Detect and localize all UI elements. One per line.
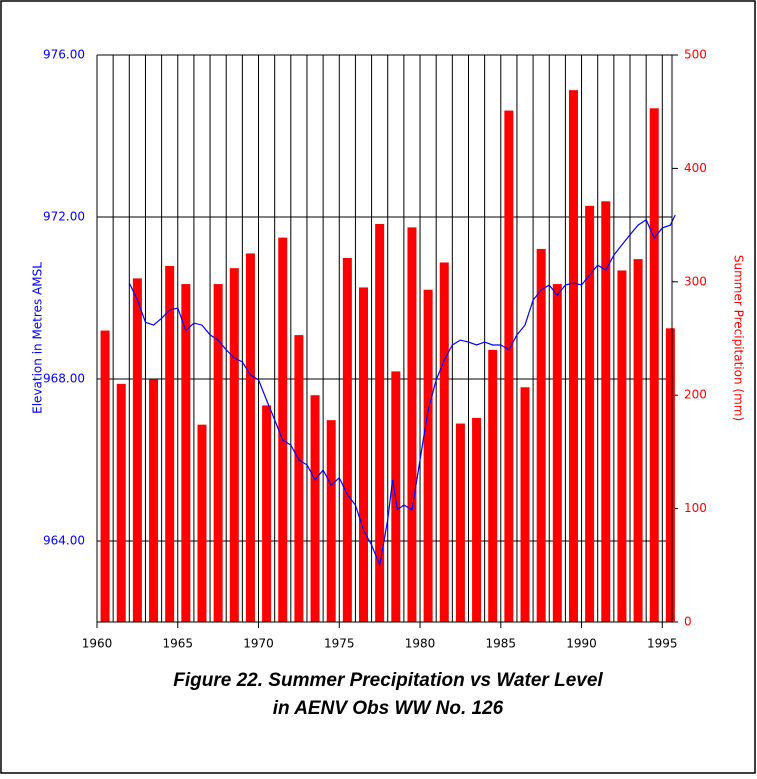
bar xyxy=(488,349,498,622)
x-tick-label: 1965 xyxy=(162,637,193,651)
x-tick-label: 1980 xyxy=(405,637,436,651)
bar xyxy=(633,259,643,622)
x-tick-label: 1990 xyxy=(566,637,597,651)
bar xyxy=(423,289,433,622)
x-tick-label: 1985 xyxy=(486,637,517,651)
bar xyxy=(294,335,304,622)
bar xyxy=(229,268,239,622)
bar xyxy=(568,90,578,623)
x-tick-label: 1975 xyxy=(324,637,355,651)
bar xyxy=(278,237,288,622)
y2-tick-label: 0 xyxy=(684,615,692,629)
y2-axis-label: Summer Precipitation (mm) xyxy=(732,255,746,421)
bar xyxy=(165,265,175,622)
bar xyxy=(520,387,530,622)
bar xyxy=(359,287,369,622)
bar xyxy=(326,420,336,622)
y2-tick-label: 100 xyxy=(684,501,707,515)
bar xyxy=(197,424,207,622)
bar xyxy=(552,284,562,622)
line xyxy=(128,214,676,568)
bar xyxy=(439,262,449,622)
y2-tick-label: 500 xyxy=(684,48,707,62)
chart-title: in AENV Obs WW No. 126 xyxy=(273,698,504,719)
bar xyxy=(504,110,514,622)
bar xyxy=(601,201,611,622)
bar xyxy=(407,227,417,623)
y2-tick-label: 400 xyxy=(684,161,707,175)
x-tick-label: 1960 xyxy=(82,637,113,651)
y2-tick-label: 300 xyxy=(684,274,707,288)
bar xyxy=(116,383,126,622)
bar xyxy=(181,284,191,622)
bar xyxy=(649,108,659,623)
bar xyxy=(342,257,352,622)
bar xyxy=(472,417,482,622)
bar xyxy=(100,330,110,622)
bar xyxy=(310,395,320,622)
bar xyxy=(149,379,159,622)
y-tick-label: 964.00 xyxy=(43,534,85,548)
bar xyxy=(375,223,385,622)
bar xyxy=(455,423,465,622)
bar xyxy=(585,205,595,622)
chart-title: Figure 22. Summer Precipitation vs Water… xyxy=(173,670,603,691)
y-axis-label: Elevation in Metres AMSL xyxy=(31,262,45,414)
y-tick-label: 968.00 xyxy=(43,372,85,386)
bar xyxy=(617,270,627,622)
x-tick-label: 1995 xyxy=(647,637,678,651)
bar xyxy=(213,284,223,622)
y-tick-label: 976.00 xyxy=(43,48,85,62)
bar xyxy=(262,405,272,622)
y-tick-label: 972.00 xyxy=(43,210,85,224)
y2-tick-label: 200 xyxy=(684,388,707,402)
bar xyxy=(132,278,142,622)
bar xyxy=(665,328,675,622)
x-tick-label: 1970 xyxy=(243,637,274,651)
bar xyxy=(536,248,546,622)
bar xyxy=(245,253,255,622)
